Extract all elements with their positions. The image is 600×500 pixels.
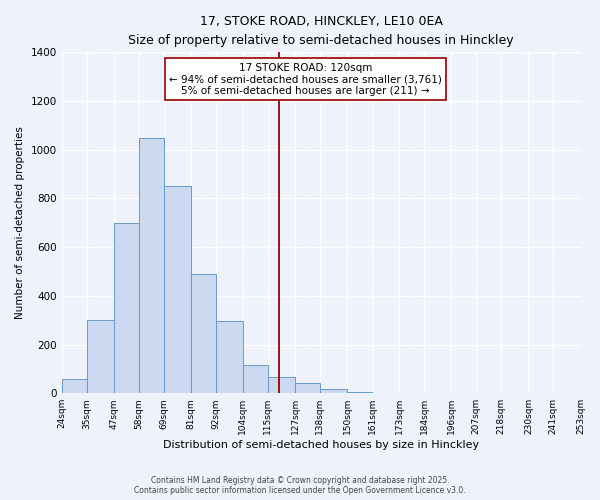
Bar <box>62 378 86 393</box>
Bar <box>164 186 191 393</box>
Bar <box>139 138 164 393</box>
Bar <box>114 223 139 393</box>
Bar <box>268 378 295 393</box>
X-axis label: Distribution of semi-detached houses by size in Hinckley: Distribution of semi-detached houses by … <box>163 440 479 450</box>
Bar <box>243 365 268 393</box>
Bar <box>191 274 216 393</box>
Bar <box>320 389 347 393</box>
Y-axis label: Number of semi-detached properties: Number of semi-detached properties <box>15 126 25 319</box>
Bar <box>295 384 320 393</box>
Bar <box>86 320 114 393</box>
Text: Contains HM Land Registry data © Crown copyright and database right 2025.
Contai: Contains HM Land Registry data © Crown c… <box>134 476 466 495</box>
Title: 17, STOKE ROAD, HINCKLEY, LE10 0EA
Size of property relative to semi-detached ho: 17, STOKE ROAD, HINCKLEY, LE10 0EA Size … <box>128 15 514 47</box>
Bar <box>216 322 243 393</box>
Bar <box>347 392 372 393</box>
Text: 17 STOKE ROAD: 120sqm
← 94% of semi-detached houses are smaller (3,761)
5% of se: 17 STOKE ROAD: 120sqm ← 94% of semi-deta… <box>169 62 442 96</box>
